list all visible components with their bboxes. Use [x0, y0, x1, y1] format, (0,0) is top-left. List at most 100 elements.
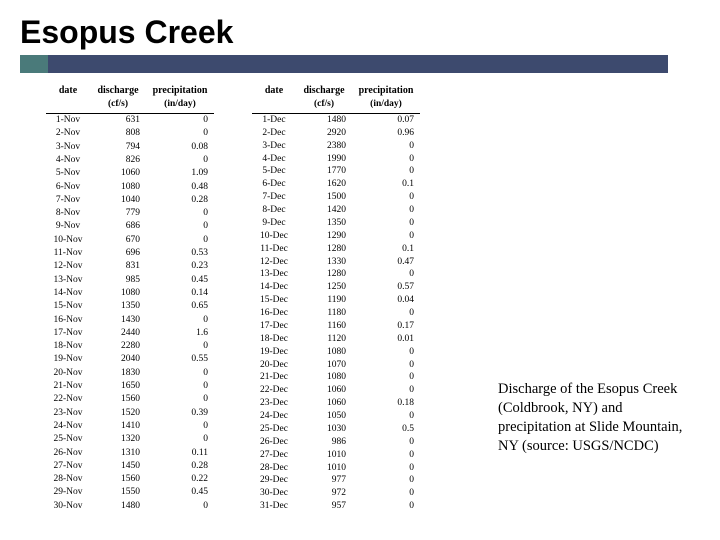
cell-date: 7-Dec — [252, 192, 296, 205]
cell-precip: 0.39 — [146, 407, 214, 420]
table-row: 29-Nov15500.45 — [46, 487, 214, 500]
cell-precip: 0 — [146, 394, 214, 407]
cell-discharge: 831 — [90, 261, 146, 274]
cell-precip: 0 — [352, 346, 420, 359]
cell-discharge: 1010 — [296, 449, 352, 462]
table-row: 12-Dec13300.47 — [252, 256, 420, 269]
cell-discharge: 1050 — [296, 411, 352, 424]
cell-precip: 0 — [352, 192, 420, 205]
cell-date: 1-Nov — [46, 114, 90, 128]
cell-date: 8-Nov — [46, 207, 90, 220]
cell-precip: 0.96 — [352, 127, 420, 140]
table-row: 14-Nov10800.14 — [46, 287, 214, 300]
cell-date: 19-Dec — [252, 346, 296, 359]
cell-discharge: 1160 — [296, 320, 352, 333]
cell-discharge: 1500 — [296, 192, 352, 205]
cell-discharge: 1080 — [296, 346, 352, 359]
cell-discharge: 1060 — [296, 398, 352, 411]
table-row: 21-Dec10800 — [252, 372, 420, 385]
cell-discharge: 794 — [90, 141, 146, 154]
cell-precip: 0 — [146, 380, 214, 393]
cell-precip: 0 — [352, 205, 420, 218]
cell-discharge: 1620 — [296, 179, 352, 192]
cell-precip: 0 — [146, 221, 214, 234]
cell-discharge: 1560 — [90, 473, 146, 486]
table-row: 3-Nov7940.08 — [46, 141, 214, 154]
table-row: 11-Dec12800.1 — [252, 243, 420, 256]
table-row: 7-Nov10400.28 — [46, 194, 214, 207]
cell-discharge: 2280 — [90, 340, 146, 353]
cell-precip: 0 — [352, 140, 420, 153]
cell-precip: 0 — [352, 436, 420, 449]
table-row: 17-Dec11600.17 — [252, 320, 420, 333]
table-row: 6-Dec16200.1 — [252, 179, 420, 192]
cell-discharge: 1080 — [296, 372, 352, 385]
table-row: 28-Nov15600.22 — [46, 473, 214, 486]
cell-discharge: 696 — [90, 247, 146, 260]
cell-precip: 0.1 — [352, 243, 420, 256]
cell-precip: 0 — [352, 449, 420, 462]
cell-date: 26-Dec — [252, 436, 296, 449]
cell-date: 13-Dec — [252, 269, 296, 282]
cell-date: 18-Nov — [46, 340, 90, 353]
cell-precip: 0 — [146, 500, 214, 514]
cell-precip: 0 — [352, 217, 420, 230]
cell-date: 7-Nov — [46, 194, 90, 207]
table-row: 10-Nov6700 — [46, 234, 214, 247]
cell-discharge: 1450 — [90, 460, 146, 473]
table-row: 22-Dec10600 — [252, 385, 420, 398]
cell-precip: 0 — [352, 269, 420, 282]
cell-date: 2-Dec — [252, 127, 296, 140]
cell-discharge: 1030 — [296, 423, 352, 436]
cell-discharge: 1830 — [90, 367, 146, 380]
cell-precip: 0.14 — [146, 287, 214, 300]
cell-precip: 0.04 — [352, 295, 420, 308]
table-row: 13-Nov9850.45 — [46, 274, 214, 287]
cell-precip: 0 — [146, 234, 214, 247]
table-row: 3-Dec23800 — [252, 140, 420, 153]
cell-date: 26-Nov — [46, 447, 90, 460]
cell-discharge: 1420 — [296, 205, 352, 218]
cell-date: 6-Dec — [252, 179, 296, 192]
cell-date: 6-Nov — [46, 181, 90, 194]
cell-discharge: 986 — [296, 436, 352, 449]
cell-discharge: 1350 — [90, 301, 146, 314]
cell-date: 10-Dec — [252, 230, 296, 243]
cell-precip: 0.28 — [146, 460, 214, 473]
cell-date: 27-Dec — [252, 449, 296, 462]
cell-discharge: 972 — [296, 488, 352, 501]
bar-segment-navy — [48, 55, 668, 73]
col-header-precip: precipitation (in/day) — [146, 83, 214, 112]
cell-date: 4-Nov — [46, 154, 90, 167]
table-row: 20-Nov18300 — [46, 367, 214, 380]
cell-date: 18-Dec — [252, 333, 296, 346]
cell-date: 22-Nov — [46, 394, 90, 407]
cell-date: 25-Dec — [252, 423, 296, 436]
cell-discharge: 1290 — [296, 230, 352, 243]
cell-date: 12-Dec — [252, 256, 296, 269]
cell-precip: 0.22 — [146, 473, 214, 486]
table-row: 21-Nov16500 — [46, 380, 214, 393]
table-row: 11-Nov6960.53 — [46, 247, 214, 260]
cell-discharge: 2920 — [296, 127, 352, 140]
table-row: 8-Dec14200 — [252, 205, 420, 218]
cell-precip: 1.09 — [146, 168, 214, 181]
table-row: 19-Nov20400.55 — [46, 354, 214, 367]
cell-precip: 0 — [146, 154, 214, 167]
cell-date: 24-Nov — [46, 420, 90, 433]
cell-precip: 0.55 — [146, 354, 214, 367]
cell-date: 15-Dec — [252, 295, 296, 308]
cell-precip: 0.11 — [146, 447, 214, 460]
cell-discharge: 1430 — [90, 314, 146, 327]
table-row: 5-Nov10601.09 — [46, 168, 214, 181]
cell-precip: 0.28 — [146, 194, 214, 207]
cell-discharge: 1080 — [90, 287, 146, 300]
cell-date: 8-Dec — [252, 205, 296, 218]
cell-discharge: 985 — [90, 274, 146, 287]
table-row: 6-Nov10800.48 — [46, 181, 214, 194]
cell-precip: 0.57 — [352, 282, 420, 295]
table-row: 22-Nov15600 — [46, 394, 214, 407]
table-row: 12-Nov8310.23 — [46, 261, 214, 274]
table-row: 30-Nov14800 — [46, 500, 214, 514]
cell-discharge: 1410 — [90, 420, 146, 433]
